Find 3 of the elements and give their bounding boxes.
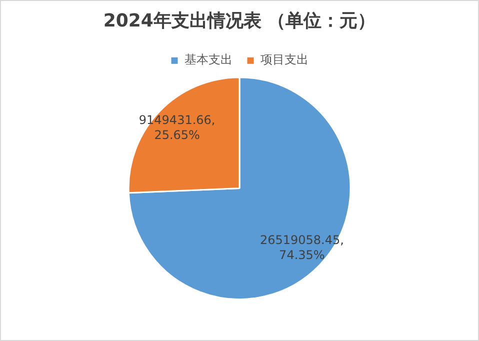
legend-label: 项目支出: [260, 52, 308, 67]
chart-title: 2024年支出情况表 （单位：元）: [103, 10, 376, 32]
legend-label: 基本支出: [184, 52, 232, 67]
